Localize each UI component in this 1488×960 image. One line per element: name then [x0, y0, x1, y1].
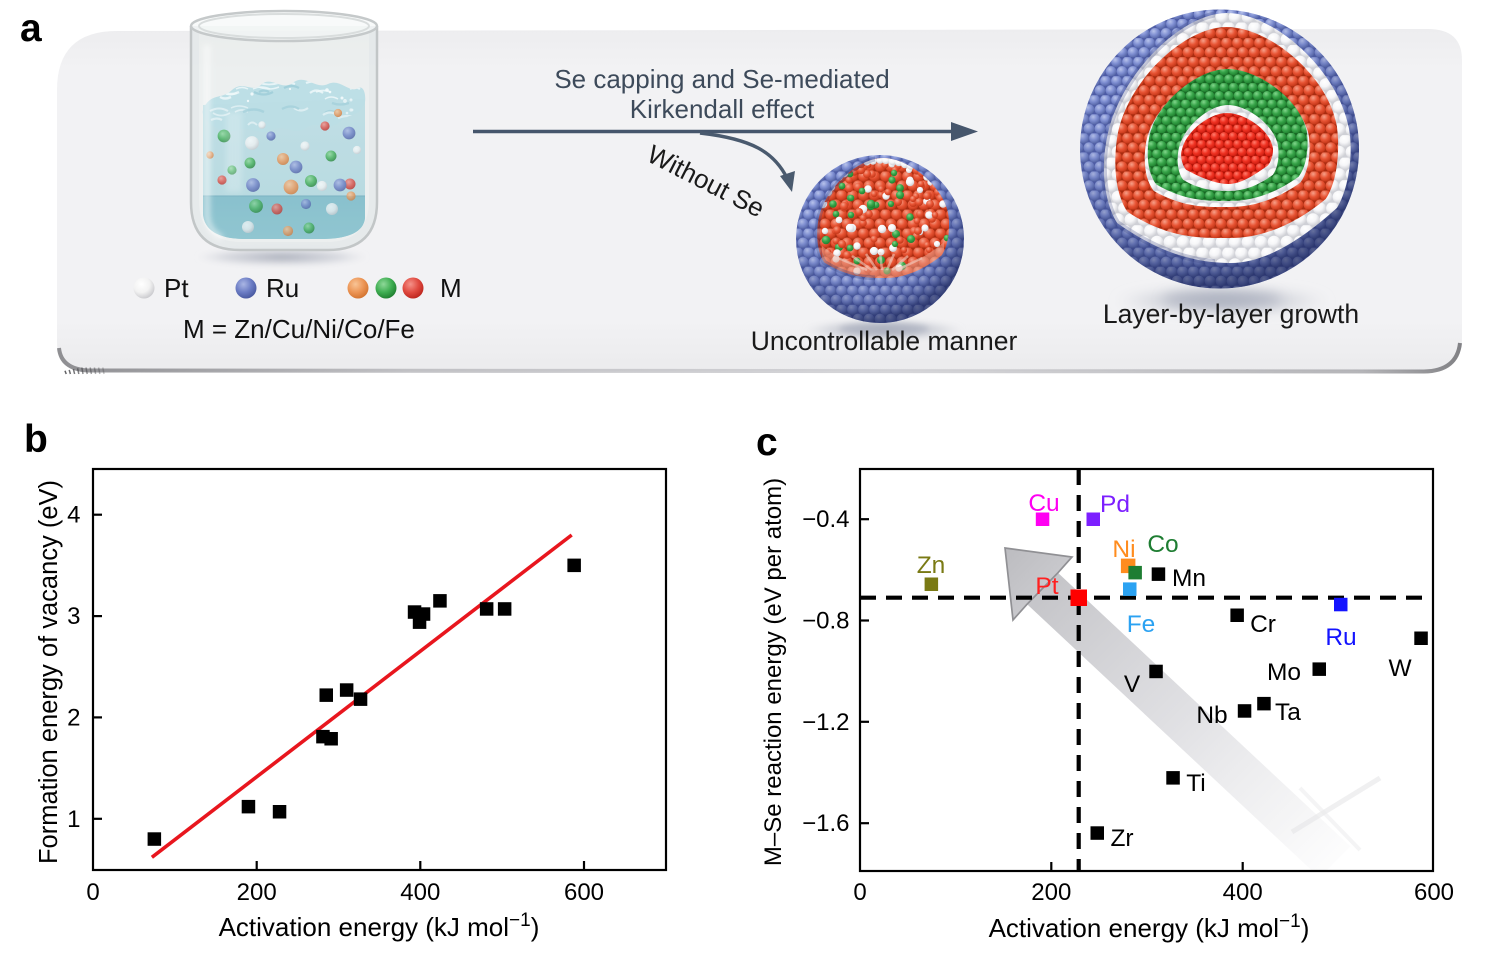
svg-text:M: M — [440, 273, 462, 303]
svg-text:Ta: Ta — [1275, 699, 1301, 726]
svg-text:M–Se reaction energy (eV per a: M–Se reaction energy (eV per atom) — [760, 478, 787, 866]
svg-text:M = Zn/Cu/Ni/Co/Fe: M = Zn/Cu/Ni/Co/Fe — [183, 314, 415, 344]
svg-text:Cr: Cr — [1250, 611, 1276, 638]
svg-text:0: 0 — [86, 879, 99, 906]
svg-text:Mo: Mo — [1267, 659, 1301, 686]
svg-text:Ru: Ru — [266, 273, 299, 303]
svg-text:Cu: Cu — [1028, 490, 1059, 517]
svg-text:Fe: Fe — [1127, 611, 1156, 638]
svg-text:Pd: Pd — [1100, 491, 1130, 518]
svg-text:Ru: Ru — [1325, 624, 1356, 651]
svg-text:Ni: Ni — [1112, 536, 1135, 563]
svg-text:600: 600 — [1414, 879, 1454, 906]
svg-text:4: 4 — [67, 502, 80, 529]
svg-text:Zn: Zn — [917, 552, 946, 579]
svg-text:Activation energy (kJ mol−1): Activation energy (kJ mol−1) — [989, 911, 1310, 943]
svg-text:W: W — [1388, 655, 1412, 682]
svg-text:−0.8: −0.8 — [802, 608, 849, 635]
svg-text:0: 0 — [853, 879, 866, 906]
svg-text:a: a — [20, 7, 42, 50]
svg-text:Pt: Pt — [164, 273, 189, 303]
svg-text:Pt: Pt — [1035, 573, 1058, 600]
svg-text:2: 2 — [67, 704, 80, 731]
svg-text:1: 1 — [67, 806, 80, 833]
svg-text:Layer-by-layer growth: Layer-by-layer growth — [1103, 299, 1359, 329]
svg-text:c: c — [756, 421, 778, 464]
svg-text:V: V — [1124, 671, 1141, 698]
svg-text:Se capping and Se-mediated: Se capping and Se-mediated — [554, 64, 889, 94]
svg-text:Formation energy of vacancy (e: Formation energy of vacancy (eV) — [35, 480, 63, 864]
svg-text:400: 400 — [1223, 879, 1263, 906]
svg-text:−1.2: −1.2 — [802, 709, 849, 736]
svg-text:Nb: Nb — [1196, 702, 1227, 729]
svg-text:400: 400 — [400, 879, 440, 906]
svg-text:b: b — [24, 418, 48, 461]
svg-text:Activation energy (kJ mol−1): Activation energy (kJ mol−1) — [219, 910, 540, 942]
svg-text:3: 3 — [67, 603, 80, 630]
svg-text:600: 600 — [564, 879, 604, 906]
svg-text:Uncontrollable manner: Uncontrollable manner — [751, 326, 1018, 356]
svg-text:Zr: Zr — [1110, 825, 1133, 852]
svg-text:200: 200 — [1031, 879, 1071, 906]
svg-text:Mn: Mn — [1172, 565, 1206, 592]
svg-text:−0.4: −0.4 — [802, 506, 849, 533]
svg-text:Ti: Ti — [1186, 770, 1206, 797]
svg-text:−1.6: −1.6 — [802, 810, 849, 837]
svg-text:Kirkendall effect: Kirkendall effect — [630, 94, 815, 124]
svg-text:Co: Co — [1147, 531, 1178, 558]
svg-text:200: 200 — [237, 879, 277, 906]
